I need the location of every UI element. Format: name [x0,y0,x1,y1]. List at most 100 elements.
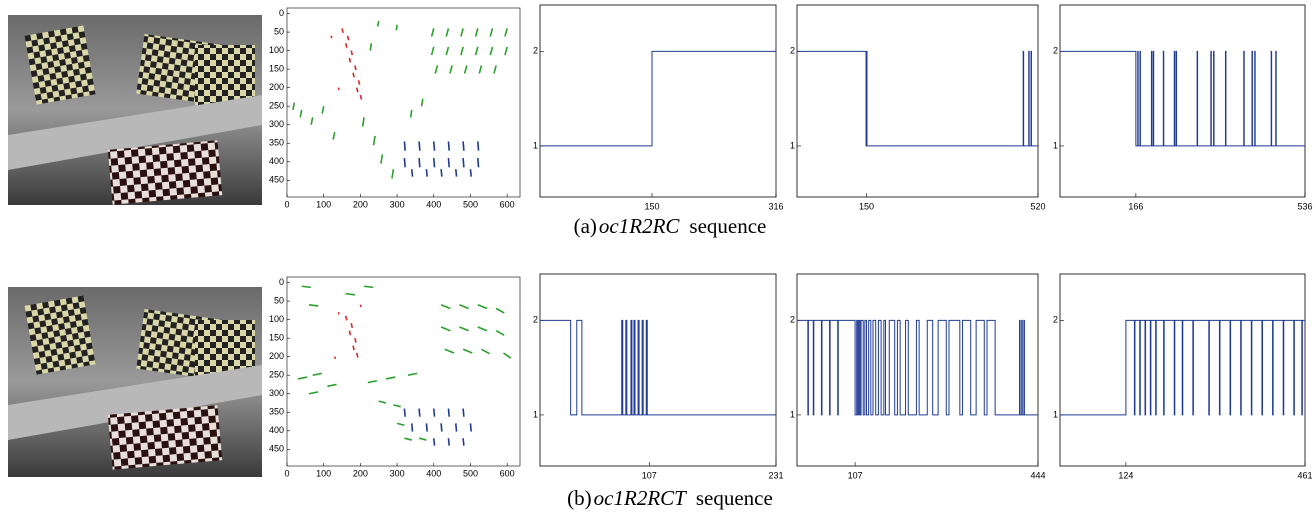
flow-vector [391,169,395,179]
flow-vector [504,46,508,56]
caption-label: (b) [567,486,592,510]
y-tick-label: 200 [269,351,284,361]
y-tick-label: 50 [274,295,284,305]
x-tick-label: 0 [284,468,289,478]
y-tick-label: 2 [1053,315,1058,325]
x-tick-label: 300 [390,468,405,478]
y-tick-label: 2 [790,46,795,56]
flow-vector [418,437,427,441]
flow-vector [459,304,469,310]
flow-vector [430,46,435,56]
flow-vector [504,28,508,37]
step-line [1060,319,1305,416]
x-tick-label: 107 [848,470,863,480]
y-tick-label: 150 [269,64,284,74]
x-tick-label: 150 [645,201,660,211]
x-tick-label: 100 [316,468,331,478]
flow-vector [333,356,337,360]
x-tick-label: 536 [1297,201,1312,211]
photo [8,287,262,477]
y-tick-label: 400 [269,425,284,435]
y-tick-label: 2 [533,46,538,56]
plot-frame [796,4,1039,198]
flow-vector [348,57,352,63]
y-tick-label: 450 [269,175,284,185]
flow-vector [301,285,311,289]
caption: (b)oc1R2RCT sequence [567,486,773,510]
flow-vector [477,326,488,332]
flow-vector [332,131,336,140]
plot-frame [1059,4,1306,198]
flow-vector [354,65,357,71]
x-tick-label: 231 [768,470,783,480]
flow-vector [410,423,414,432]
flow-vector [403,141,406,151]
y-tick-label: 2 [1053,46,1058,56]
y-tick-label: 1 [533,409,538,419]
x-tick-label: 500 [463,468,478,478]
flow-vector [292,102,296,111]
caption-name: oc1R2RCT [594,486,687,510]
flow-vector [346,35,350,41]
flow-vector [489,46,494,56]
flow-vector [393,404,401,408]
y-tick-label: 0 [279,277,284,287]
flow-vector [404,437,412,441]
flow-vector [418,408,421,417]
y-tick-label: 250 [269,370,284,380]
x-tick-label: 0 [284,199,289,209]
flow-vector [354,337,357,343]
x-tick-label: 124 [1118,470,1133,480]
flow-vector [372,135,376,146]
flow-vector [440,304,451,310]
flow-vector [469,169,472,177]
flow-vector [312,372,323,376]
flow-vector [447,408,450,417]
x-tick-label: 500 [463,199,478,209]
x-tick-label: 400 [426,468,441,478]
photo [8,15,262,205]
flow-vector [434,65,439,74]
caption-label: (a) [574,214,597,238]
flow-vector [359,304,362,308]
y-tick-label: 450 [269,444,284,454]
plot-frame [286,7,521,198]
y-tick-label: 100 [269,314,284,324]
x-tick-label: 600 [500,199,515,209]
x-tick-label: 200 [353,199,368,209]
step-line [797,319,1038,416]
plot-frame [539,4,777,198]
flow-vector [462,158,465,168]
plot-frame [286,276,521,467]
y-tick-label: 150 [269,333,284,343]
flow-vector [459,326,469,332]
flow-vector [345,292,355,296]
y-tick-label: 350 [269,138,284,148]
y-tick-label: 250 [269,101,284,111]
flow-vector [327,383,337,388]
y-tick-label: 0 [279,8,284,18]
plot-frame [1059,273,1306,467]
flow-vector [395,24,398,31]
y-tick-label: 1 [790,409,795,419]
flow-vector [352,72,355,78]
flow-vector [352,345,355,351]
flow-vector [447,158,450,168]
flow-vector [489,28,494,37]
flow-vector [359,94,363,100]
caption-suffix: sequence [689,214,766,238]
flow-vector [462,141,465,151]
y-tick-label: 1 [1053,409,1058,419]
flow-vector [410,169,414,177]
flow-vector [407,372,418,376]
x-tick-label: 444 [1030,470,1045,480]
flow-vector [447,438,450,446]
flow-vector [367,379,378,384]
flow-vector [403,158,406,168]
flow-vector [418,141,421,151]
flow-vector [432,408,436,417]
step-line [540,50,776,147]
x-tick-label: 300 [390,199,405,209]
flow-vector [357,80,361,85]
flow-vector [474,46,479,56]
